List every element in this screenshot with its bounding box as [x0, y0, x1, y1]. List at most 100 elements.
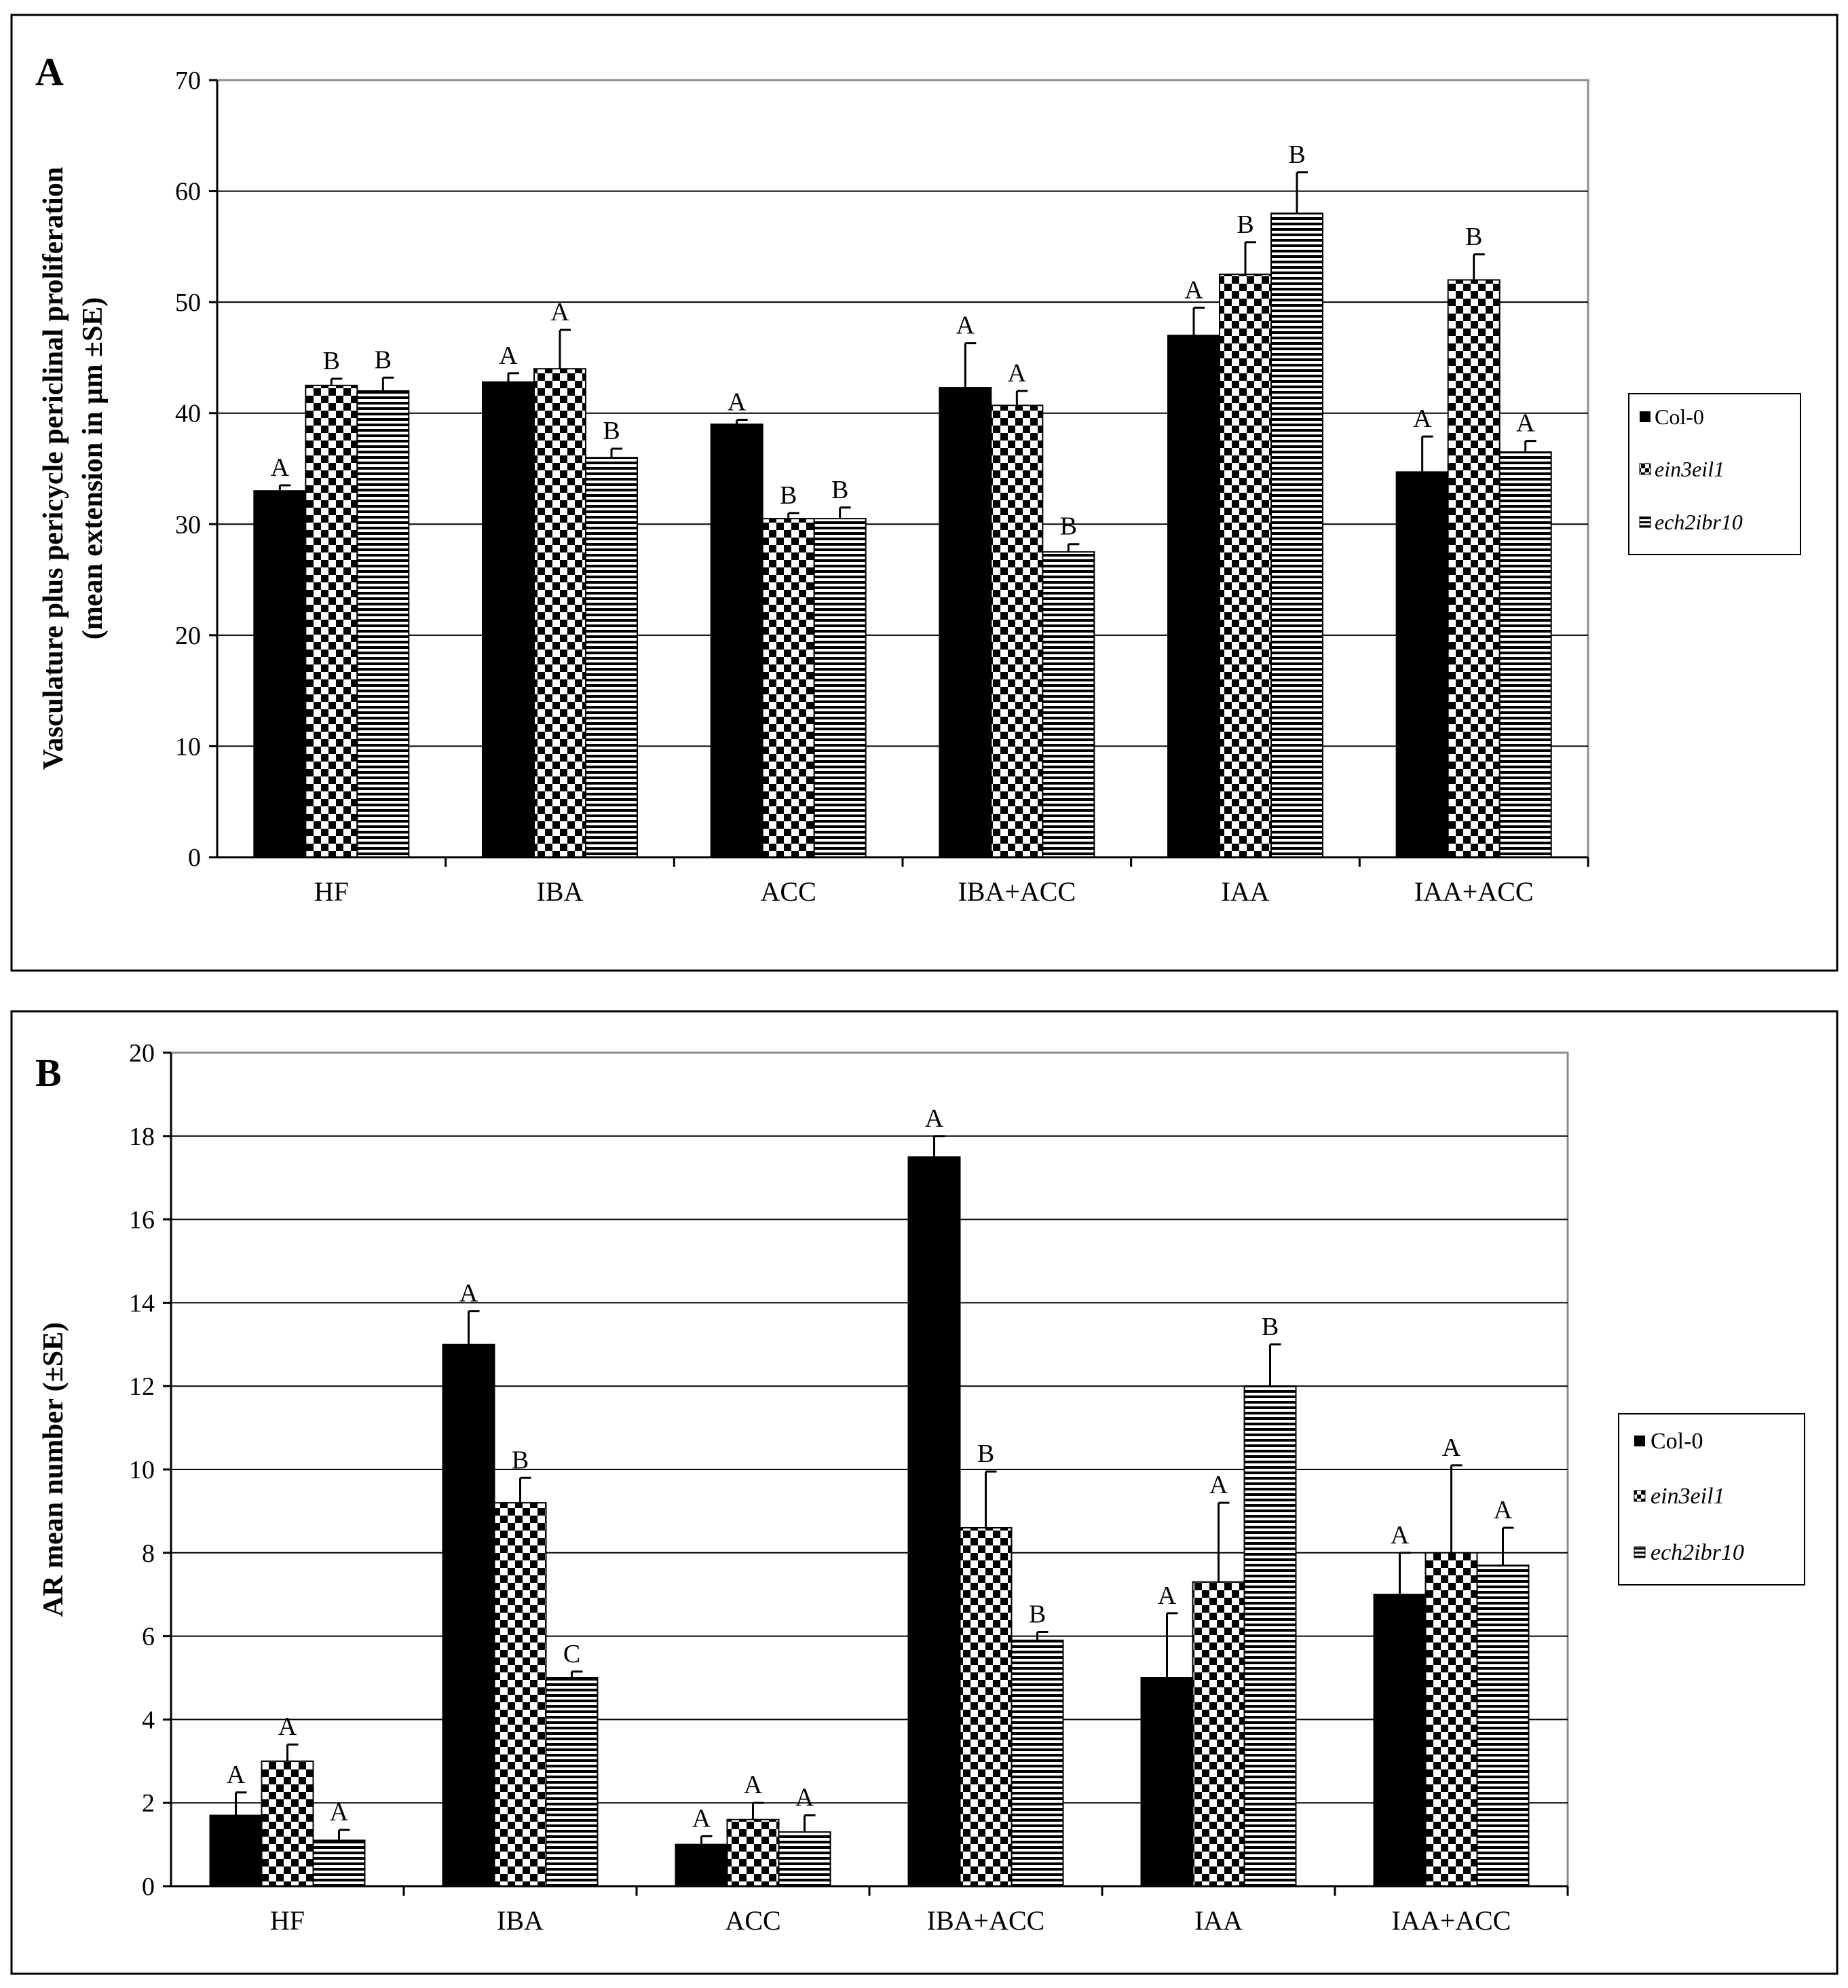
panel-a-significance-label: A [1184, 276, 1203, 304]
panel-b-ylabel: AR mean number (±SE) [38, 1322, 69, 1617]
panel-a-bar-col-0-acc [710, 424, 763, 858]
panel-b-significance-label: B [512, 1446, 529, 1474]
panel-a-significance-label: A [550, 298, 569, 326]
panel-a-legend-swatch-ech2ibr10 [1639, 516, 1651, 528]
panel-b-y-tick-label: 8 [142, 1539, 155, 1568]
panel-b-legend-box [1618, 1413, 1805, 1586]
panel-b-significance-label: A [330, 1798, 349, 1826]
panel-a-significance-label: B [1288, 140, 1305, 169]
panel-a-significance-label: A [1008, 359, 1027, 388]
panel-a-bar-ech2ibr10-iaa-acc [1498, 451, 1552, 858]
panel-a-significance-label: B [1060, 512, 1077, 541]
panel-b-x-tick-label: IBA [497, 1905, 544, 1936]
panel-a-bar-col-0-iaa [1167, 335, 1220, 858]
panel-a-bar-ein3eil1-hf [305, 384, 358, 858]
panel-b-y-tick-label: 10 [129, 1456, 155, 1484]
panel-a-gridlines [217, 190, 1588, 747]
panel-a-x-tick-label: IBA [537, 876, 584, 907]
panel-b-bar-col-0-iba [442, 1343, 495, 1888]
panel-b-letter: B [35, 1051, 62, 1095]
panel-a-bar-ein3eil1-iaa-acc [1447, 279, 1501, 858]
panel-b-gridlines [171, 1135, 1568, 1804]
panel-b-significance-label: C [563, 1640, 580, 1668]
panel-a-significance-label: B [831, 476, 848, 504]
panel-a-bars: A B B A A B A B B A A B A B B A B A [253, 140, 1552, 859]
panel-b-bar-ein3eil1-iba [493, 1502, 547, 1888]
panel-a-significance-label: A [1516, 409, 1535, 438]
panel-b-significance-label: A [1442, 1433, 1461, 1462]
panel-b-significance-label: A [744, 1771, 763, 1799]
panel-a-bar-ech2ibr10-iba-acc [1042, 551, 1095, 859]
panel-a-significance-label: A [499, 341, 518, 370]
panel-b-bar-ech2ibr10-hf [312, 1839, 366, 1887]
panel-a-y-ticks: 0 10 20 30 40 50 60 70 [175, 67, 217, 872]
panel-b-bars: A A A A B C A A A A B B A A B A A A [209, 1104, 1530, 1888]
panel-a-bar-ech2ibr10-acc [813, 518, 867, 858]
panel-b-bar-ein3eil1-hf [261, 1760, 314, 1888]
panel-a-y-tick-label: 60 [175, 178, 201, 206]
panel-b-significance-label: A [795, 1784, 814, 1812]
panel-b-x-tick-label: IAA [1194, 1905, 1243, 1936]
panel-b-significance-label: A [459, 1279, 478, 1308]
panel-a-legend-ein3eil1: ein3eil1 [1655, 457, 1724, 481]
panel-a-significance-label: B [375, 345, 392, 374]
panel-a-bar-col-0-iaa-acc [1395, 471, 1449, 858]
panel-b-x-tick-label: ACC [725, 1905, 780, 1936]
panel-a-y-tick-label: 40 [175, 400, 201, 428]
panel-b-legend: Col-0 ein3eil1 ech2ibr10 [1618, 1413, 1805, 1586]
panel-a-bar-ech2ibr10-iaa [1270, 212, 1323, 858]
panel-a-y-tick-label: 10 [175, 732, 201, 761]
panel-b-legend-swatch-ein3eil1 [1634, 1490, 1646, 1502]
panel-b-legend-col0: Col-0 [1651, 1429, 1703, 1454]
panel-b-bar-ech2ibr10-acc [778, 1831, 831, 1887]
panel-a-legend-ech2ibr10: ech2ibr10 [1655, 510, 1743, 534]
panel-b-y-tick-label: 18 [129, 1123, 155, 1151]
panel-a-y-tick-label: 30 [175, 510, 201, 539]
panel-a-y-tick-label: 50 [175, 288, 201, 317]
panel-b-significance-label: A [278, 1712, 297, 1741]
panel-b-bar-col-0-iaa [1140, 1677, 1194, 1887]
panel-b-significance-label: B [1262, 1313, 1279, 1341]
panel-b-bar-ech2ibr10-iba [545, 1677, 599, 1887]
panel-b-significance-label: A [1391, 1521, 1410, 1550]
panel-a-bar-ein3eil1-iba [533, 368, 586, 858]
panel-a-y-tick-label: 0 [188, 844, 201, 872]
panel-a-x-tick-label: IBA+ACC [958, 876, 1076, 907]
panel-a-x-tick-label: HF [314, 876, 349, 907]
panel-a-bar-col-0-hf [253, 490, 307, 858]
panel-b-y-tick-label: 20 [129, 1039, 155, 1068]
panel-b-legend-swatch-col0 [1634, 1436, 1645, 1446]
panel-b-bar-col-0-hf [209, 1814, 263, 1888]
panel-a-ylabel-line1: Vasculature plus pericycle periclinal pr… [38, 167, 69, 770]
panel-a-significance-label: B [1465, 223, 1482, 251]
panel-b-bar-ein3eil1-iba-acc [959, 1526, 1013, 1887]
panel-a-legend-swatch-ein3eil1 [1639, 463, 1651, 475]
panel-a-x-tick-label: ACC [761, 876, 816, 907]
panel-b-bar-col-0-iaa-acc [1373, 1594, 1427, 1887]
panel-b-bar-ech2ibr10-iaa [1243, 1385, 1297, 1887]
panel-b-significance-label: A [227, 1761, 246, 1789]
panel-a-y-tick-label: 20 [175, 622, 201, 650]
panel-b-bar-ech2ibr10-iba-acc [1011, 1639, 1064, 1887]
panel-b-y-tick-label: 16 [129, 1206, 155, 1235]
panel-b-significance-label: A [1209, 1471, 1228, 1499]
panel-a-x-tick-label: IAA [1221, 876, 1269, 907]
panel-b-y-tick-label: 2 [142, 1789, 155, 1818]
panel-a-bar-col-0-iba-acc [939, 387, 992, 858]
panel-b-bar-col-0-iba-acc [907, 1156, 961, 1887]
panel-b-bar-col-0-acc [675, 1843, 728, 1888]
panel-a-bar-ech2ibr10-hf [356, 390, 410, 858]
panel-b-y-ticks: 0 2 4 6 8 10 12 14 16 18 20 [129, 1039, 171, 1901]
panel-a-significance-label: A [1413, 405, 1432, 433]
panel-a-significance-label: A [956, 312, 975, 340]
panel-a-bar-ech2ibr10-iba [585, 457, 638, 858]
panel-b-bar-ech2ibr10-iaa-acc [1476, 1564, 1530, 1887]
panel-a-legend-col0: Col-0 [1655, 405, 1704, 429]
panel-a-bar-ein3eil1-iba-acc [990, 405, 1044, 858]
panel-a-y-tick-label: 70 [175, 67, 201, 95]
panel-b-x-tick-label: IBA+ACC [927, 1905, 1045, 1936]
panel-b-significance-label: A [1158, 1581, 1177, 1610]
panel-b-y-tick-label: 4 [142, 1706, 155, 1734]
panel-a-plot-area [216, 79, 1589, 859]
